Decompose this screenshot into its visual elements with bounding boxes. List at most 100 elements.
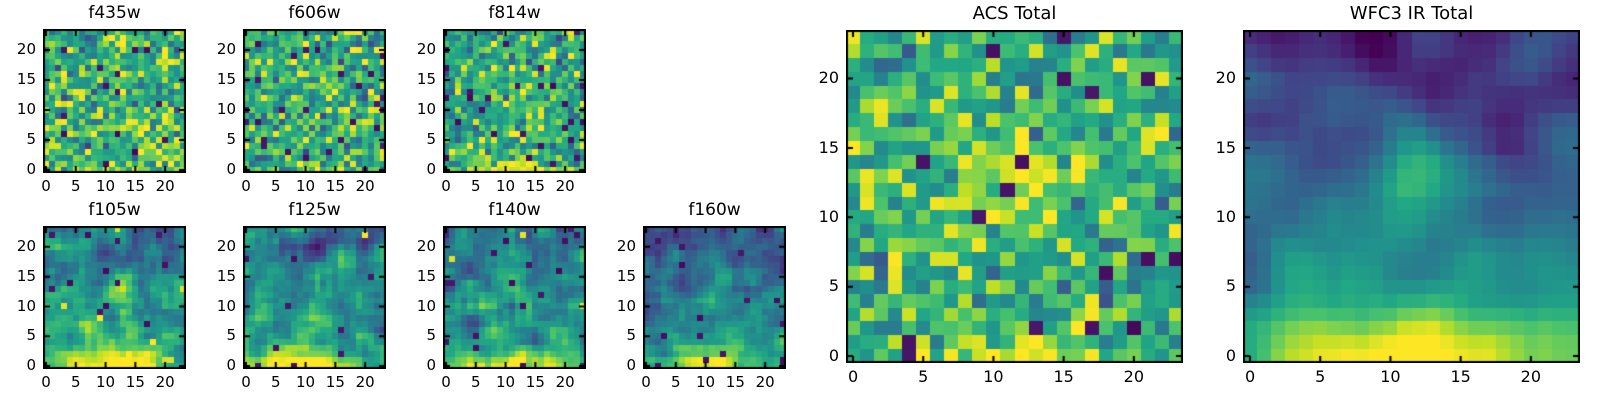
y-tick-label-acs-total-10: 10 (818, 206, 839, 226)
y-tick-label-f435w-5: 5 (26, 130, 36, 149)
y-tick-label-wfc3-ir-total-15: 15 (1215, 137, 1236, 157)
x-tick-label-f125w-20: 20 (355, 373, 375, 391)
x-tick-label-acs-total-0: 0 (847, 367, 859, 386)
x-tick-label-f105w-15: 15 (125, 373, 145, 391)
y-tick-label-f814w-10: 10 (416, 100, 436, 119)
panel-title-f160w: f160w (688, 200, 741, 220)
y-tick-label-f606w-10: 10 (216, 100, 236, 119)
y-tick-label-wfc3-ir-total-0: 0 (1225, 345, 1236, 365)
panel-f105w: f105w 0 5 10 15 20 0 5 10 15 20 (17, 200, 186, 390)
x-tick-label-f606w-5: 5 (270, 177, 281, 195)
y-tick-label-f105w-20: 20 (16, 237, 36, 256)
x-tick-label-f125w-10: 10 (296, 373, 316, 391)
x-tick-label-acs-total-5: 5 (918, 367, 929, 386)
x-tick-label-f160w-20: 20 (755, 373, 775, 391)
panel-title-f125w: f125w (288, 200, 341, 220)
x-tick-label-f435w-10: 10 (96, 177, 116, 195)
x-tick-label-f435w-0: 0 (41, 177, 51, 195)
panel-f606w: f606w 0 5 10 15 20 0 5 10 15 20 (217, 3, 386, 194)
x-tick-label-f435w-15: 15 (125, 177, 145, 195)
panel-f140w: f140w 0 5 10 15 20 0 5 10 15 20 (417, 200, 586, 390)
x-tick-label-f435w-20: 20 (155, 177, 175, 195)
y-tick-label-f140w-10: 10 (416, 296, 436, 315)
panel-title-wfc3-ir-total: WFC3 IR Total (1349, 3, 1474, 24)
y-tick-label-f140w-5: 5 (426, 326, 436, 345)
y-tick-label-f160w-0: 0 (626, 356, 636, 375)
y-tick-label-f435w-0: 0 (26, 160, 36, 179)
x-tick-label-f814w-15: 15 (525, 177, 545, 195)
x-tick-label-f435w-5: 5 (70, 177, 81, 195)
x-tick-label-f125w-5: 5 (270, 373, 281, 391)
x-tick-label-f160w-0: 0 (641, 373, 651, 391)
y-tick-label-wfc3-ir-total-20: 20 (1215, 68, 1236, 88)
x-tick-label-f105w-10: 10 (96, 373, 116, 391)
x-tick-label-f105w-0: 0 (41, 373, 51, 391)
x-tick-label-f606w-10: 10 (296, 177, 316, 195)
y-tick-label-f606w-20: 20 (216, 40, 236, 59)
y-tick-label-f105w-10: 10 (16, 296, 36, 315)
x-tick-label-f105w-20: 20 (155, 373, 175, 391)
y-tick-label-f105w-0: 0 (26, 356, 36, 375)
x-tick-label-wfc3-ir-total-15: 15 (1450, 367, 1471, 386)
x-tick-label-f160w-5: 5 (670, 373, 681, 391)
y-tick-label-f814w-5: 5 (426, 130, 436, 149)
x-tick-label-f105w-5: 5 (70, 373, 81, 391)
x-tick-label-acs-total-20: 20 (1123, 367, 1145, 386)
heatmap-f814w (443, 29, 586, 173)
y-tick-label-f140w-0: 0 (426, 356, 436, 375)
y-tick-label-f125w-5: 5 (226, 326, 236, 345)
x-tick-label-f160w-10: 10 (696, 373, 716, 391)
heatmap-wfc3-ir-total (1243, 30, 1580, 363)
x-tick-label-f814w-20: 20 (555, 177, 575, 195)
y-tick-label-f125w-10: 10 (216, 296, 236, 315)
x-tick-label-f814w-0: 0 (441, 177, 451, 195)
x-tick-label-f160w-15: 15 (725, 373, 745, 391)
x-tick-label-f140w-15: 15 (525, 373, 545, 391)
heatmap-f606w (243, 29, 386, 173)
panel-title-f606w: f606w (288, 3, 341, 23)
panel-acs-total: ACS Total 0 5 10 15 20 0 5 10 15 20 (819, 3, 1183, 385)
panel-wfc3-ir-total: WFC3 IR Total 0 5 10 15 20 0 5 10 15 20 (1216, 3, 1580, 385)
y-tick-label-f606w-5: 5 (226, 130, 236, 149)
x-tick-label-f606w-15: 15 (325, 177, 345, 195)
panel-f125w: f125w 0 5 10 15 20 0 5 10 15 20 (217, 200, 386, 390)
y-tick-label-f160w-5: 5 (626, 326, 636, 345)
y-tick-label-f140w-15: 15 (416, 266, 436, 285)
x-tick-label-f140w-10: 10 (496, 373, 516, 391)
y-tick-label-f435w-15: 15 (16, 70, 36, 89)
y-tick-label-f140w-20: 20 (416, 237, 436, 256)
x-tick-label-acs-total-15: 15 (1053, 367, 1074, 386)
y-tick-label-f606w-15: 15 (216, 70, 236, 89)
y-tick-label-f160w-15: 15 (616, 266, 636, 285)
x-tick-label-wfc3-ir-total-10: 10 (1380, 367, 1401, 386)
y-tick-label-acs-total-5: 5 (828, 276, 839, 296)
x-tick-label-wfc3-ir-total-0: 0 (1244, 367, 1256, 386)
x-tick-label-f606w-0: 0 (241, 177, 251, 195)
y-tick-label-acs-total-15: 15 (818, 137, 839, 157)
panel-title-f435w: f435w (88, 3, 141, 23)
panel-title-acs-total: ACS Total (972, 3, 1057, 24)
heatmap-acs-total (846, 30, 1183, 363)
y-tick-label-f160w-10: 10 (616, 296, 636, 315)
x-tick-label-f814w-5: 5 (470, 177, 481, 195)
x-tick-label-f140w-5: 5 (470, 373, 481, 391)
panel-title-f105w: f105w (88, 200, 141, 220)
y-tick-label-f814w-20: 20 (416, 40, 436, 59)
y-tick-label-f435w-10: 10 (16, 100, 36, 119)
x-tick-label-f140w-0: 0 (441, 373, 451, 391)
y-tick-label-f105w-5: 5 (26, 326, 36, 345)
y-tick-label-f105w-15: 15 (16, 266, 36, 285)
y-tick-label-wfc3-ir-total-10: 10 (1215, 206, 1236, 226)
x-tick-label-acs-total-10: 10 (983, 367, 1004, 386)
y-tick-label-f125w-0: 0 (226, 356, 236, 375)
y-tick-label-acs-total-20: 20 (818, 68, 839, 88)
heatmap-f105w (43, 226, 186, 369)
panel-title-f814w: f814w (488, 3, 541, 23)
x-tick-label-f814w-10: 10 (496, 177, 516, 195)
y-tick-label-f606w-0: 0 (226, 160, 236, 179)
x-tick-label-f140w-20: 20 (555, 373, 575, 391)
y-tick-label-wfc3-ir-total-5: 5 (1225, 276, 1236, 296)
panel-f435w: f435w 0 5 10 15 20 0 5 10 15 20 (17, 3, 186, 194)
x-tick-label-wfc3-ir-total-5: 5 (1315, 367, 1326, 386)
